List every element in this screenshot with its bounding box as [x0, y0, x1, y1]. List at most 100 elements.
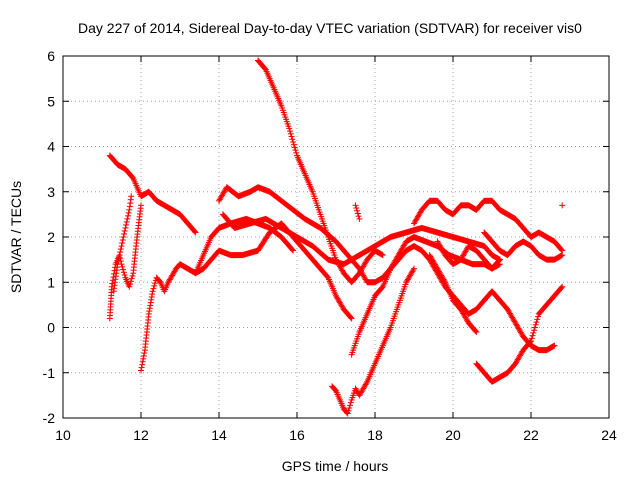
data-point [127, 278, 134, 285]
data-point [286, 125, 293, 132]
data-point [559, 252, 566, 259]
data-point [123, 218, 130, 225]
data-point [124, 215, 131, 222]
data-point [551, 342, 558, 349]
data-point [120, 234, 127, 240]
x-tick-label: 24 [601, 427, 617, 443]
y-tick-label: 5 [47, 93, 55, 109]
data-point [138, 367, 144, 374]
y-tick-label: 3 [47, 184, 55, 200]
series-arc-15 [473, 283, 566, 385]
data-point [287, 130, 294, 137]
data-point [344, 410, 351, 417]
series-arc-11 [352, 202, 363, 222]
data-point [151, 282, 158, 289]
data-point [356, 215, 363, 222]
series-arc-12 [411, 197, 566, 254]
data-point [291, 144, 298, 151]
data-points [106, 57, 566, 417]
series-arc-1 [106, 152, 199, 236]
data-point [531, 324, 538, 331]
data-point [559, 202, 566, 209]
data-point [121, 227, 128, 234]
x-tick-label: 16 [289, 427, 305, 443]
data-point [363, 380, 370, 387]
data-point [529, 332, 536, 339]
data-point [534, 316, 541, 323]
y-tick-label: -1 [43, 365, 56, 381]
series-arc-9 [329, 265, 417, 417]
data-point [126, 283, 133, 290]
data-point [533, 319, 540, 326]
data-point [411, 265, 417, 272]
data-point [128, 275, 135, 282]
data-point [150, 285, 157, 292]
data-point [119, 240, 126, 247]
data-point [293, 149, 300, 156]
x-tick-label: 22 [523, 427, 539, 443]
data-point [119, 237, 126, 244]
data-point [120, 266, 127, 273]
series-arc-8 [255, 57, 386, 286]
data-point [290, 141, 297, 148]
data-point [152, 280, 159, 287]
data-point [127, 281, 134, 288]
series-arc-3 [110, 193, 135, 295]
series-arc-17 [559, 202, 566, 209]
data-point [473, 329, 480, 336]
chart-title: Day 227 of 2014, Sidereal Day-to-day VTE… [78, 20, 582, 36]
data-point [118, 243, 125, 250]
series-arc-2 [106, 202, 144, 322]
data-point [138, 364, 145, 371]
data-point [558, 246, 565, 253]
data-point [141, 350, 148, 357]
series-arc-16 [481, 229, 566, 263]
x-tick-label: 14 [211, 427, 227, 443]
data-point [527, 338, 534, 345]
data-point [289, 136, 296, 143]
data-point [138, 202, 144, 209]
data-point [290, 138, 297, 145]
data-point [116, 252, 123, 259]
data-point [149, 288, 156, 295]
data-point [496, 261, 503, 268]
y-tick-label: 4 [47, 139, 55, 155]
data-point [346, 405, 353, 412]
data-point [191, 228, 198, 235]
series-arc-7 [219, 211, 503, 268]
y-tick-label: 1 [47, 274, 55, 290]
y-tick-label: 6 [47, 48, 55, 64]
data-point [354, 207, 361, 214]
y-tick-label: -2 [43, 410, 56, 426]
data-point [353, 205, 360, 212]
data-point [532, 321, 539, 328]
data-point [347, 399, 354, 406]
data-point [290, 247, 297, 254]
y-tick-label: 0 [47, 320, 55, 336]
data-point [288, 133, 295, 140]
data-point [192, 229, 199, 236]
x-tick-label: 20 [445, 427, 461, 443]
data-point [559, 283, 566, 290]
data-point [286, 128, 293, 135]
x-tick-label: 18 [367, 427, 383, 443]
data-point [114, 261, 121, 268]
series-arc-13 [426, 252, 480, 336]
data-point [531, 327, 538, 334]
data-point [347, 402, 354, 409]
data-point [347, 314, 354, 321]
data-point [379, 252, 386, 259]
data-point [115, 258, 122, 265]
data-point [115, 255, 122, 262]
data-point [348, 315, 355, 322]
data-point [139, 361, 146, 368]
data-point [128, 193, 135, 200]
data-point [117, 246, 124, 253]
series-arc-4 [138, 220, 355, 374]
data-point [129, 272, 136, 279]
data-point [125, 212, 131, 219]
grid-lines [63, 56, 609, 418]
data-point [120, 269, 127, 276]
data-point [139, 358, 146, 365]
data-point [530, 329, 537, 336]
